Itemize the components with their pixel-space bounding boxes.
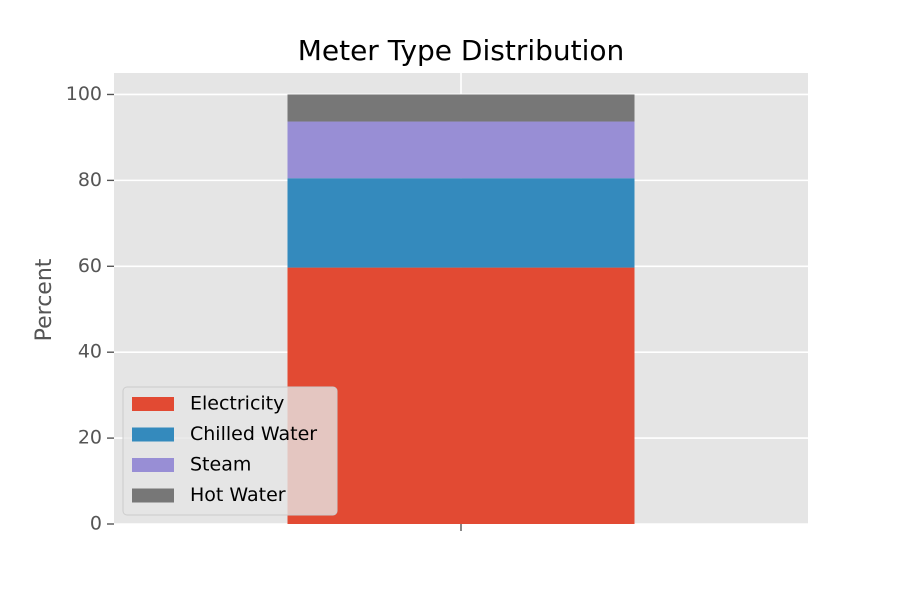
legend-label-hot-water: Hot Water	[190, 484, 286, 506]
y-tick-label: 0	[90, 513, 102, 535]
bar-segment-chilled-water	[287, 178, 635, 268]
legend-swatch-steam	[132, 458, 174, 472]
legend-frame	[122, 386, 338, 516]
legend: Electricity Chilled Water Steam Hot Water	[122, 386, 338, 516]
bar-segment-hot-water	[287, 94, 635, 122]
bar-segment-steam	[287, 121, 635, 179]
y-axis-label: Percent	[32, 258, 57, 341]
y-tick-label: 100	[66, 83, 102, 105]
bar-layer	[287, 94, 635, 524]
legend-label-steam: Steam	[190, 454, 251, 476]
chart-title: Meter Type Distribution	[298, 34, 625, 67]
bar-segment-electricity	[287, 267, 635, 524]
legend-swatch-hot-water	[132, 488, 174, 503]
axis-layer: 0 20 40 60 80 100	[66, 83, 462, 535]
legend-label-chilled-water: Chilled Water	[190, 423, 317, 445]
legend-swatch-chilled-water	[132, 427, 174, 442]
legend-label-electricity: Electricity	[190, 393, 284, 415]
y-tick-label: 80	[78, 169, 102, 191]
y-tick-label: 20	[78, 427, 102, 449]
y-tick-label: 40	[78, 341, 102, 363]
legend-swatch-electricity	[132, 397, 174, 411]
y-tick-label: 60	[78, 255, 102, 277]
